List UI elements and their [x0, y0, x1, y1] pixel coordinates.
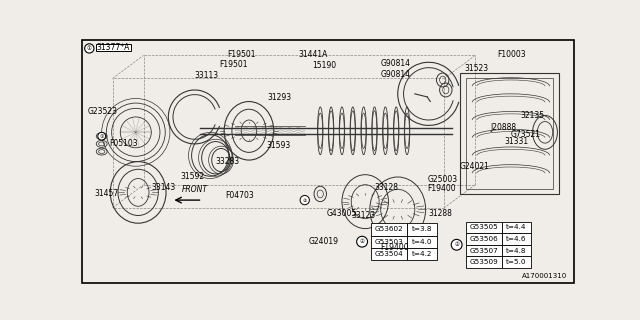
- Text: 15190: 15190: [312, 61, 337, 70]
- Text: F19400: F19400: [428, 184, 456, 193]
- Text: F05103: F05103: [109, 140, 138, 148]
- Text: t=4.8: t=4.8: [506, 248, 527, 253]
- Bar: [407, 248, 436, 260]
- Bar: [502, 222, 531, 233]
- Text: 31593: 31593: [266, 141, 291, 150]
- Circle shape: [300, 196, 309, 205]
- Text: J20888: J20888: [491, 123, 517, 132]
- Text: G90814: G90814: [381, 59, 411, 68]
- Bar: [371, 248, 407, 260]
- Text: G53507: G53507: [469, 248, 498, 253]
- Text: 31377*A: 31377*A: [97, 43, 130, 52]
- Text: G90814: G90814: [381, 70, 411, 79]
- Text: ②: ②: [360, 239, 365, 244]
- Text: 31441A: 31441A: [298, 50, 328, 59]
- Text: t=4.0: t=4.0: [412, 239, 432, 245]
- Text: 31293: 31293: [268, 93, 292, 102]
- Text: 33113: 33113: [195, 71, 219, 80]
- Circle shape: [98, 132, 106, 140]
- Bar: [502, 233, 531, 245]
- Text: G23523: G23523: [88, 107, 118, 116]
- Text: 31592: 31592: [180, 172, 205, 181]
- Text: t=5.0: t=5.0: [506, 259, 527, 265]
- Bar: [502, 256, 531, 268]
- Text: 33128: 33128: [374, 182, 399, 191]
- Bar: [371, 223, 407, 236]
- Text: G25003: G25003: [428, 175, 458, 184]
- Text: 31331: 31331: [505, 137, 529, 146]
- Text: 31523: 31523: [465, 64, 488, 73]
- Text: ②: ②: [303, 197, 307, 203]
- Text: G53504: G53504: [375, 251, 404, 257]
- Text: G73521: G73521: [511, 130, 541, 139]
- Text: ①: ①: [87, 46, 92, 51]
- Circle shape: [451, 239, 462, 250]
- Text: G24019: G24019: [308, 237, 339, 246]
- Text: A170001310: A170001310: [522, 273, 566, 279]
- Text: 31457: 31457: [94, 189, 118, 198]
- Bar: [95, 44, 131, 52]
- Text: F19501: F19501: [220, 60, 248, 69]
- Text: t=3.8: t=3.8: [412, 226, 432, 232]
- Bar: [466, 222, 502, 233]
- Bar: [371, 236, 407, 248]
- Circle shape: [356, 236, 367, 247]
- Text: G53503: G53503: [375, 239, 404, 245]
- Text: F04703: F04703: [226, 191, 255, 200]
- Text: G53602: G53602: [375, 226, 404, 232]
- Text: 33123: 33123: [351, 211, 376, 220]
- Text: F19400: F19400: [381, 243, 410, 252]
- Text: G53506: G53506: [469, 236, 498, 242]
- Text: t=4.2: t=4.2: [412, 251, 432, 257]
- Text: 33143: 33143: [151, 183, 175, 192]
- Text: 33283: 33283: [216, 157, 240, 166]
- Circle shape: [84, 44, 94, 53]
- Text: t=4.4: t=4.4: [506, 224, 527, 230]
- Bar: [407, 236, 436, 248]
- Bar: [466, 245, 502, 256]
- Text: 31288: 31288: [429, 209, 452, 218]
- Text: t=4.6: t=4.6: [506, 236, 527, 242]
- Text: G24021: G24021: [460, 162, 490, 171]
- Text: ②: ②: [454, 242, 459, 247]
- Text: G53505: G53505: [469, 224, 498, 230]
- Text: F19501: F19501: [227, 50, 256, 59]
- Bar: [502, 245, 531, 256]
- Text: ①: ①: [99, 134, 104, 139]
- Text: G43005: G43005: [326, 209, 356, 218]
- Bar: [466, 233, 502, 245]
- Text: 32135: 32135: [520, 111, 545, 120]
- Text: FRONT: FRONT: [182, 185, 208, 194]
- Bar: [407, 223, 436, 236]
- Text: F10003: F10003: [497, 50, 525, 59]
- Bar: [466, 256, 502, 268]
- Text: G53509: G53509: [469, 259, 498, 265]
